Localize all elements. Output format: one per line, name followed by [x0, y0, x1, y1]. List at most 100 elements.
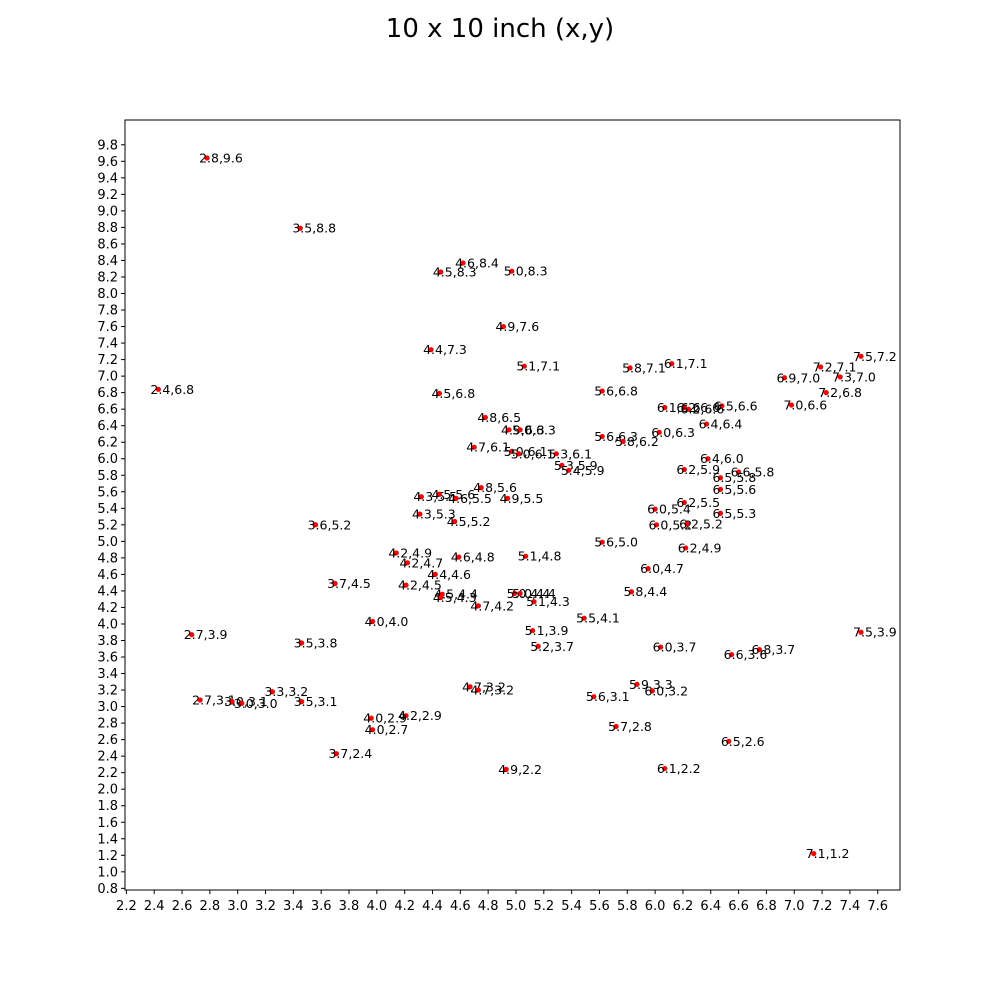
x-tick-label: 6.0	[645, 899, 666, 914]
data-point-label: 6.2,5.2	[679, 517, 723, 532]
data-point	[460, 260, 466, 266]
y-tick-label: 6.0	[97, 452, 118, 467]
data-point-label: 6.5,5.8	[713, 470, 757, 485]
data-point	[299, 640, 305, 646]
data-point-label: 5.8,7.1	[622, 360, 666, 375]
data-point-label: 4.5,5.2	[447, 514, 491, 529]
data-point	[404, 560, 411, 566]
data-point	[269, 689, 276, 695]
data-point	[837, 374, 843, 380]
data-point-label: 7.5,3.9	[853, 625, 897, 640]
x-tick-label: 7.2	[812, 899, 833, 914]
y-tick-label: 7.8	[97, 304, 118, 319]
data-point	[735, 469, 742, 475]
data-point-label: 4.5,6.8	[431, 386, 475, 401]
data-point	[438, 269, 444, 275]
data-point-label: 5.0,4.4	[507, 586, 551, 601]
y-tick-label: 3.0	[97, 700, 118, 715]
data-point	[530, 627, 536, 634]
data-point-label: 6.0,4.7	[640, 561, 684, 576]
data-point	[599, 539, 605, 545]
data-point	[717, 486, 724, 492]
data-point-label: 5.4,5.9	[561, 463, 605, 478]
data-point-label: 4.7,3.2	[470, 683, 514, 698]
y-tick-label: 7.6	[97, 320, 118, 335]
x-tick-label: 3.6	[311, 899, 332, 914]
x-tick-label: 2.4	[144, 899, 165, 914]
data-point	[517, 590, 523, 597]
data-point	[681, 499, 687, 506]
data-point-label: 6.6,3.6	[724, 647, 768, 662]
y-tick-label: 2.8	[97, 717, 118, 732]
data-point-label: 5.0,6.1	[511, 446, 555, 461]
data-point	[511, 590, 518, 597]
data-point-label: 3.6,5.2	[308, 517, 352, 532]
data-point-label: 4.9,5.5	[500, 491, 544, 506]
data-point-label: 2.4,6.8	[150, 382, 194, 397]
data-point	[705, 456, 711, 462]
data-point-label: 2.7,3.1	[192, 692, 236, 707]
data-point	[613, 723, 619, 730]
data-point-label: 3.7,2.4	[328, 746, 372, 761]
x-tick-label: 6.8	[756, 899, 777, 914]
data-point	[333, 751, 340, 757]
data-point-label: 6.2,5.5	[676, 495, 720, 510]
data-point-label: 6.0,6.3	[651, 425, 695, 440]
data-point	[581, 615, 587, 621]
data-point-label: 7.1,1.2	[806, 846, 850, 861]
y-tick-label: 6.4	[97, 419, 118, 434]
y-tick-label: 8.0	[97, 287, 118, 302]
data-point-label: 4.9,6.3	[501, 422, 545, 437]
data-point-label: 6.4,6.0	[700, 451, 744, 466]
data-point-label: 5.7,2.8	[608, 719, 652, 734]
y-tick-label: 5.6	[97, 485, 118, 500]
data-point	[652, 506, 658, 512]
data-point	[818, 364, 824, 370]
data-point-label: 4.2,2.9	[398, 708, 442, 723]
data-point-label: 4.6,8.4	[455, 255, 499, 270]
y-tick-label: 1.4	[97, 832, 118, 847]
data-point-label: 3.5,8.8	[292, 221, 336, 236]
y-tick-label: 2.6	[97, 733, 118, 748]
data-point-label: 4.2,4.7	[399, 555, 443, 570]
data-point	[467, 684, 473, 690]
data-point-label: 4.3,5.3	[412, 507, 456, 522]
y-tick-label: 4.4	[97, 584, 118, 599]
data-point	[649, 688, 655, 694]
data-point-label: 5.6,6.8	[594, 383, 638, 398]
data-point	[858, 353, 864, 359]
data-point-label: 6.1,7.1	[664, 356, 708, 371]
data-point	[332, 580, 338, 587]
data-point-label: 6.2,6.6	[681, 402, 725, 417]
data-point	[653, 522, 660, 528]
data-point	[591, 694, 597, 700]
data-point-label: 4.7,6.1	[466, 440, 510, 455]
data-point	[516, 451, 522, 457]
y-tick-label: 0.8	[97, 882, 118, 897]
data-point	[521, 363, 527, 369]
data-point-label: 5.0,8.3	[504, 264, 548, 279]
x-tick-label: 5.6	[589, 899, 610, 914]
data-point-label: 5.6,3.1	[586, 689, 630, 704]
y-tick-label: 9.2	[97, 188, 118, 203]
y-tick-label: 3.4	[97, 667, 118, 682]
data-point-label: 6.2,4.9	[678, 540, 722, 555]
data-point-label: 6.9,7.0	[777, 370, 821, 385]
x-tick-label: 3.0	[227, 899, 248, 914]
y-tick-label: 5.2	[97, 518, 118, 533]
data-point-label: 4.0,2.9	[363, 711, 407, 726]
chart-title: 10 x 10 inch (x,y)	[385, 14, 615, 44]
data-point-label: 4.6,5.5	[448, 491, 492, 506]
data-point	[453, 495, 459, 501]
data-point-label: 6.6,5.8	[731, 464, 775, 479]
y-tick-label: 4.2	[97, 601, 118, 616]
data-point	[656, 429, 662, 435]
y-tick-label: 2.0	[97, 783, 118, 798]
data-point-label: 6.0,5.2	[649, 517, 693, 532]
data-point	[368, 715, 374, 721]
data-point	[729, 651, 735, 658]
y-tick-label: 9.0	[97, 204, 118, 219]
data-point	[452, 518, 458, 525]
data-point	[645, 566, 651, 572]
